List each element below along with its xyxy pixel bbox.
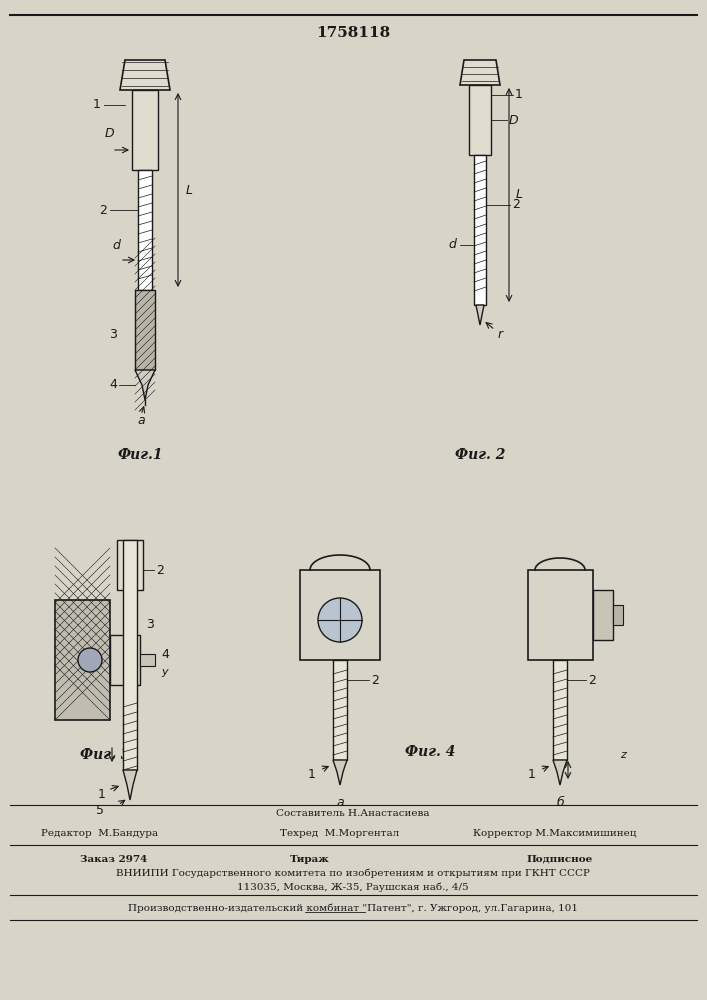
Bar (474, 155, 486, 305)
Text: Подписное: Подписное (527, 854, 593, 863)
Text: Производственно-издательский комбинат "Патент", г. Ужгород, ул.Гагарина, 101: Производственно-издательский комбинат "П… (128, 903, 578, 913)
Text: Техред  М.Моргентал: Техред М.Моргентал (281, 828, 399, 838)
Bar (132, 90, 158, 170)
Text: z: z (619, 750, 626, 760)
Text: a: a (337, 796, 344, 808)
Bar (117, 540, 143, 590)
Bar (135, 290, 155, 370)
Text: Редактор  М.Бандура: Редактор М.Бандура (42, 828, 158, 838)
Text: Фиг. 3: Фиг. 3 (80, 748, 130, 762)
Text: L: L (186, 184, 193, 196)
Circle shape (78, 648, 102, 672)
Polygon shape (135, 370, 155, 400)
Text: Составитель Н.Анастасиева: Составитель Н.Анастасиева (276, 808, 430, 818)
Bar (469, 85, 491, 155)
Text: 4: 4 (109, 378, 117, 391)
Bar (140, 654, 155, 666)
Text: Заказ 2974: Заказ 2974 (80, 854, 147, 863)
Bar (592, 590, 612, 640)
Text: d: d (112, 239, 120, 252)
Text: Фиг. 4: Фиг. 4 (405, 745, 455, 759)
Bar (138, 170, 152, 290)
Text: Фиг.1: Фиг.1 (117, 448, 163, 462)
Bar (300, 570, 380, 660)
Text: б: б (556, 796, 564, 808)
Text: 2: 2 (371, 674, 379, 686)
Text: L: L (516, 188, 523, 202)
Polygon shape (553, 760, 567, 785)
Text: 1: 1 (528, 768, 536, 782)
Polygon shape (460, 60, 500, 85)
Polygon shape (476, 305, 484, 325)
Text: 113035, Москва, Ж-35, Раушская наб., 4/5: 113035, Москва, Ж-35, Раушская наб., 4/5 (237, 882, 469, 892)
Text: r: r (498, 328, 503, 342)
Bar (612, 605, 622, 625)
Bar (55, 600, 110, 720)
Polygon shape (120, 60, 170, 90)
Text: Корректор М.Максимишинец: Корректор М.Максимишинец (473, 828, 637, 838)
Bar (123, 540, 137, 770)
Bar (110, 635, 140, 685)
Text: a: a (137, 414, 145, 426)
Text: 1: 1 (515, 89, 523, 102)
Polygon shape (333, 760, 347, 785)
Text: Тираж: Тираж (290, 854, 330, 863)
Circle shape (318, 598, 362, 642)
Text: Фиг. 2: Фиг. 2 (455, 448, 506, 462)
Text: 2: 2 (156, 564, 164, 576)
Text: 2: 2 (588, 674, 596, 686)
Text: 1: 1 (98, 788, 106, 802)
Text: 4: 4 (161, 648, 169, 662)
Text: 2: 2 (512, 198, 520, 212)
Text: 1: 1 (308, 768, 316, 782)
Text: y: y (162, 667, 168, 677)
Text: D: D (509, 113, 519, 126)
Polygon shape (123, 770, 137, 800)
Text: 1: 1 (93, 99, 101, 111)
Text: D: D (104, 127, 114, 140)
Text: 2: 2 (99, 204, 107, 217)
Text: ВНИИПИ Государственного комитета по изобретениям и открытиям при ГКНТ СССР: ВНИИПИ Государственного комитета по изоб… (116, 868, 590, 878)
Bar (527, 570, 592, 660)
Text: d: d (448, 238, 456, 251)
Text: 5: 5 (96, 804, 104, 816)
Text: 3: 3 (109, 328, 117, 342)
Bar (333, 660, 347, 760)
Text: 3: 3 (146, 618, 154, 632)
Bar (553, 660, 567, 760)
Text: 1758118: 1758118 (316, 26, 390, 40)
